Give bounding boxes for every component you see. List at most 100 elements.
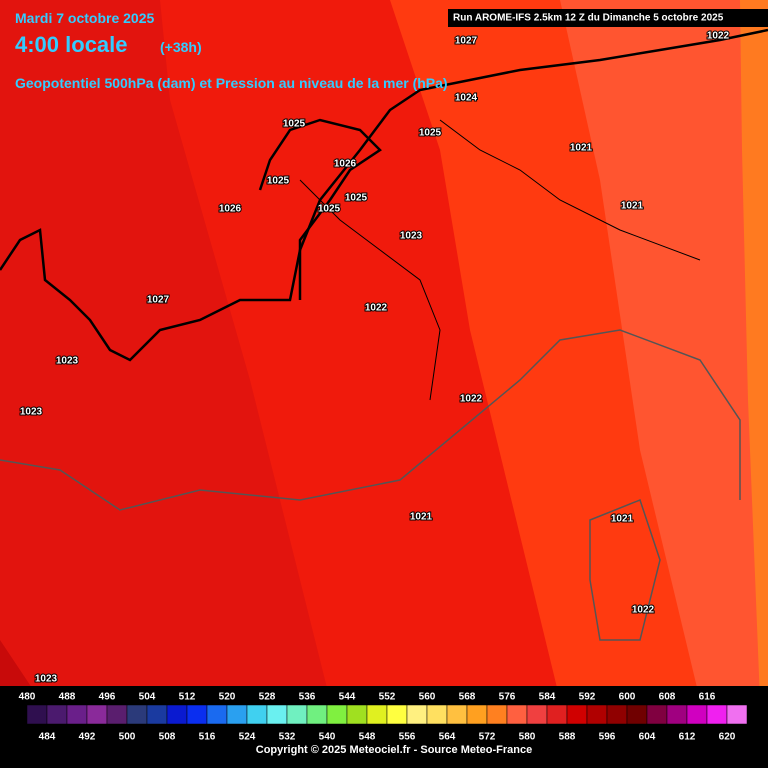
pressure-label: 1025 [345,193,368,204]
colorbar-label: 572 [479,732,496,743]
colorbar-cell [666,704,688,725]
colorbar-cell [706,704,728,725]
colorbar-cell [166,704,188,725]
colorbar-label: 492 [79,732,96,743]
colorbar-cell [586,704,608,725]
height-band [560,0,768,700]
colorbar-label: 600 [619,692,636,703]
colorbar-label: 532 [279,732,296,743]
colorbar-cell [626,704,648,725]
colorbar-label: 536 [299,692,316,703]
height-band [740,0,768,700]
pressure-label: 1023 [56,356,79,367]
colorbar-cell [146,704,168,725]
colorbar-label: 488 [59,692,76,703]
date: Mardi 7 octobre 2025 [15,10,154,26]
colorbar-cell [46,704,68,725]
colorbar-label: 620 [719,732,736,743]
colorbar-label: 484 [39,732,56,743]
colorbar-cell [726,704,748,725]
colorbar-label: 508 [159,732,176,743]
pressure-label: 1023 [35,674,58,685]
colorbar-label: 596 [599,732,616,743]
pressure-label: 1025 [267,176,290,187]
pressure-label: 1027 [455,36,478,47]
lead-time: (+38h) [160,39,202,55]
colorbar-cell [406,704,428,725]
contours [0,28,768,641]
run-box [448,9,768,27]
colorbar-cell [106,704,128,725]
pressure-label: 1027 [147,295,170,306]
colorbar-cell [686,704,708,725]
pressure-label: 1022 [707,31,730,42]
pressure-label: 1021 [621,201,644,212]
pressure-label: 1022 [460,394,483,405]
field-title: Geopotentiel 500hPa (dam) et Pression au… [15,75,448,91]
colorbar-cell [286,704,308,725]
colorbar-label: 580 [519,732,536,743]
colorbar-cell [526,704,548,725]
colorbar-label: 544 [339,692,356,703]
colorbar-label: 552 [379,692,396,703]
colorbar-label: 548 [359,732,376,743]
colorbar-label: 568 [459,692,476,703]
colorbar-label: 496 [99,692,116,703]
colorbar-cell [206,704,228,725]
colorbar-label: 524 [239,732,256,743]
colorbar-cell [426,704,448,725]
colorbar-cell [366,704,388,725]
colorbar-cell [26,704,48,725]
copyright: Copyright © 2025 Meteociel.fr - Source M… [256,744,532,756]
colorbar-label: 512 [179,692,196,703]
pressure-label: 1021 [410,512,433,523]
colorbar-cell [506,704,528,725]
time: 4:00 locale [15,32,128,57]
colorbar-label: 588 [559,732,576,743]
colorbar-label: 604 [639,732,656,743]
colorbar-label: 616 [699,692,716,703]
run-info: Run AROME-IFS 2.5km 12 Z du Dimanche 5 o… [453,13,724,24]
colorbar-label: 612 [679,732,696,743]
colorbar-label: 516 [199,732,216,743]
colorbar-cell [326,704,348,725]
colorbar-cell [486,704,508,725]
colorbar-label: 556 [399,732,416,743]
colorbar-label: 564 [439,732,456,743]
pressure-label: 1025 [283,119,306,130]
colorbar-label: 504 [139,692,156,703]
pressure-label: 1023 [20,407,43,418]
height-band [0,640,40,700]
colorbar-cell [346,704,368,725]
pressure-label: 1021 [570,143,593,154]
colorbar-cell [646,704,668,725]
pressure-label: 1026 [219,204,242,215]
colorbar-cell [246,704,268,725]
colorbar-label: 540 [319,732,336,743]
legend-bg [0,686,768,768]
colorbar-cell [566,704,588,725]
colorbar-cell [466,704,488,725]
colorbar-label: 560 [419,692,436,703]
pressure-label: 1022 [365,303,388,314]
colorbar-cell [86,704,108,725]
colorbar-label: 528 [259,692,276,703]
pressure-label: 1023 [400,231,423,242]
colorbar-cell [266,704,288,725]
colorbar-cell [606,704,628,725]
colorbar-label: 584 [539,692,556,703]
pressure-label: 1025 [419,128,442,139]
colorbar-cell [66,704,88,725]
colorbar-cell [306,704,328,725]
pressure-label: 1022 [632,605,655,616]
colorbar-cell [126,704,148,725]
colorbar-label: 480 [19,692,36,703]
colorbar-label: 500 [119,732,136,743]
colorbar-cell [446,704,468,725]
colorbar-cell [226,704,248,725]
colorbar-cell [546,704,568,725]
pressure-label: 1025 [318,204,341,215]
colorbar-label: 520 [219,692,236,703]
